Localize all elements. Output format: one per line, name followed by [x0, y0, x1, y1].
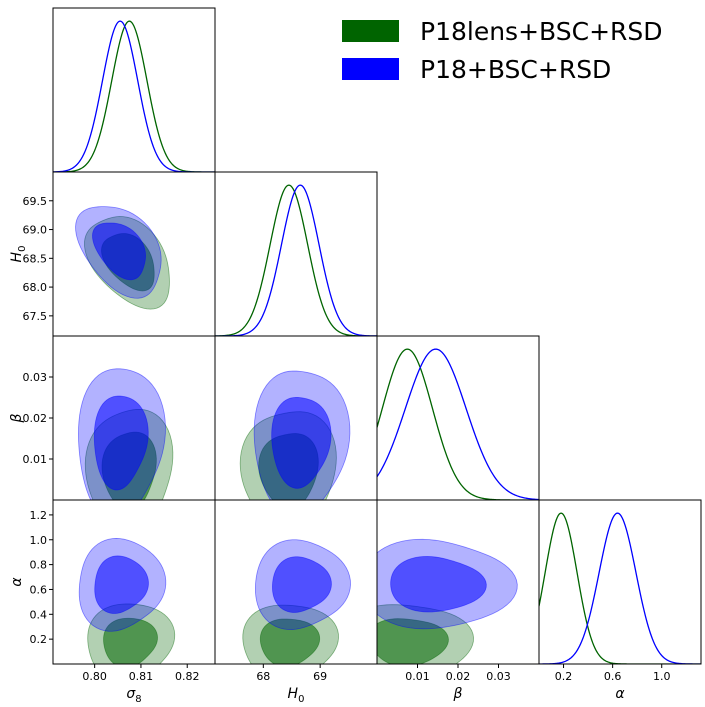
x-tick-label-H0: 68: [256, 670, 270, 683]
panel-content: [78, 538, 176, 664]
x-tick-label-beta: 0.03: [486, 670, 511, 683]
x-tick-label-beta: 0.01: [405, 670, 430, 683]
panel-beta-s8: 0.01 0.02 0.03 β: [9, 335, 216, 501]
legend: P18lens+BSC+RSD P18+BSC+RSD: [342, 17, 663, 84]
panel-content: [239, 370, 351, 500]
panel-content: [539, 512, 701, 664]
marginal-curve-H0-series-0: [215, 184, 377, 336]
contour-68-s8-alpha-series-1: [94, 555, 149, 614]
legend-swatch-series-0: [342, 20, 399, 42]
marginal-curve-alpha-series-1: [539, 512, 701, 664]
axis-label-symbol: H: [288, 686, 299, 702]
axis-label-symbol: β: [9, 413, 25, 423]
panel-alpha-alpha: 0.2 0.6 1.0 α: [538, 499, 702, 702]
legend-label-series-0: P18lens+BSC+RSD: [420, 17, 663, 46]
y-tick-label-beta: 0.02: [23, 412, 48, 425]
axis-label-symbol: α: [9, 577, 25, 587]
x-tick-label-alpha: 1.0: [653, 670, 671, 683]
x-tick-label-H0: 69: [313, 670, 327, 683]
contour-68-H0-alpha-series-0: [259, 618, 321, 664]
axis-label-alpha: α: [9, 577, 25, 587]
y-tick-label-alpha: 1.0: [30, 534, 48, 547]
contour-68-s8-beta-series-1: [93, 395, 149, 491]
panel-content: [377, 538, 518, 664]
axis-label-H0: H0: [9, 246, 28, 263]
panels-layer: 67.568.068.569.069.5H00.010.020.03β0.20.…: [9, 7, 702, 705]
y-tick-label-alpha: 0.2: [30, 633, 48, 646]
panel-H0-s8: 67.5 68.0 68.5 69.0 69.5 H0: [9, 171, 216, 337]
x-tick-label-alpha: 0.6: [604, 670, 622, 683]
contour-68-beta-alpha-series-1: [390, 556, 487, 613]
panel-s8-s8: [52, 7, 216, 173]
y-tick-label-H0: 69.0: [23, 224, 48, 237]
axis-label-symbol: β: [453, 686, 463, 702]
axis-label-subscript: 8: [135, 694, 141, 705]
axis-label-symbol: H: [9, 251, 25, 262]
contour-68-beta-alpha-series-0: [377, 618, 449, 664]
axis-label-subscript: 0: [17, 246, 28, 252]
panel-beta-beta: [376, 335, 540, 501]
y-tick-label-alpha: 0.6: [30, 583, 48, 596]
contour-68-H0-alpha-series-1: [272, 556, 332, 613]
x-tick-label-s8: 0.81: [129, 670, 154, 683]
x-tick-label-beta: 0.02: [446, 670, 471, 683]
panel-content: [78, 368, 174, 500]
contour-68-s8-alpha-series-0: [103, 617, 158, 664]
axis-label-s8: σ8: [126, 686, 141, 705]
panel-content: [53, 20, 215, 172]
panel-alpha-beta: 0.01 0.02 0.03 β: [376, 499, 540, 702]
x-tick-label-s8: 0.80: [82, 670, 107, 683]
marginal-curve-beta-series-1: [377, 348, 539, 500]
axis-label-subscript: 0: [298, 694, 304, 705]
marginal-curve-s8-series-1: [53, 20, 215, 172]
contour-68-H0-beta-series-1: [271, 396, 332, 489]
axis-label-symbol: α: [615, 686, 625, 702]
x-tick-label-alpha: 0.2: [555, 670, 573, 683]
y-tick-label-beta: 0.01: [23, 453, 48, 466]
panel-content: [377, 348, 539, 500]
y-tick-label-H0: 69.5: [23, 195, 48, 208]
x-tick-label-s8: 0.82: [175, 670, 200, 683]
panel-frame: [52, 7, 216, 173]
axis-label-H0: H0: [288, 686, 305, 705]
marginal-curve-beta-series-0: [377, 348, 539, 500]
panel-H0-H0: [214, 171, 378, 337]
marginal-curve-H0-series-1: [215, 184, 377, 336]
axis-label-beta: β: [453, 686, 463, 702]
legend-label-series-1: P18+BSC+RSD: [420, 55, 611, 84]
panel-frame: [538, 499, 702, 665]
panel-content: [242, 539, 351, 664]
marginal-curve-s8-series-0: [53, 20, 215, 172]
y-tick-label-H0: 67.5: [23, 310, 48, 323]
panel-beta-H0: [214, 335, 378, 501]
y-tick-label-alpha: 1.2: [30, 509, 48, 522]
marginal-curve-alpha-series-0: [539, 512, 701, 664]
panel-alpha-s8: 0.2 0.4 0.6 0.8 1.0 1.2 α 0.80 0.81 0.82 σ8: [9, 499, 216, 705]
y-tick-label-beta: 0.03: [23, 371, 48, 384]
axis-label-beta: β: [9, 413, 25, 423]
y-tick-label-H0: 68.5: [23, 252, 48, 265]
panel-content: [215, 184, 377, 336]
panel-content: [75, 206, 170, 310]
legend-swatch-series-1: [342, 58, 399, 80]
axis-label-alpha: α: [615, 686, 625, 702]
y-tick-label-alpha: 0.4: [30, 608, 48, 621]
y-tick-label-alpha: 0.8: [30, 559, 48, 572]
axis-label-symbol: σ: [126, 686, 136, 702]
panel-alpha-H0: 68 69 H0: [214, 499, 378, 705]
panel-frame: [376, 335, 540, 501]
contour-68-s8-H0-series-1: [92, 222, 146, 281]
y-tick-label-H0: 68.0: [23, 281, 48, 294]
